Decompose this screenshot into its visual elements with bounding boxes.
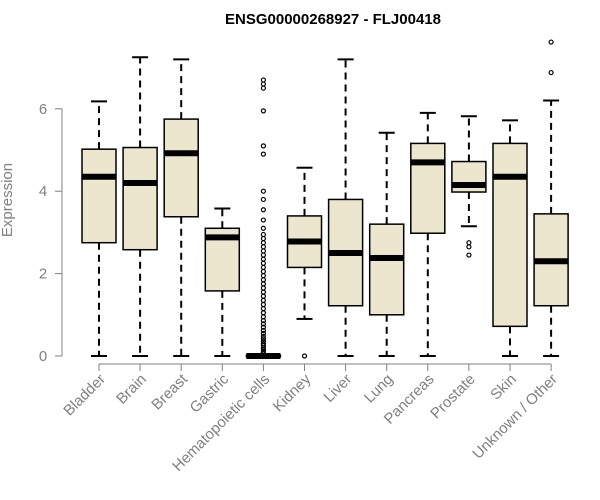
outlier-point (260, 336, 266, 342)
outlier-point (260, 217, 266, 223)
outlier-point (260, 260, 266, 266)
x-tick-label: Breast (148, 370, 191, 413)
box-bladder (81, 100, 117, 357)
box-prostate (451, 115, 487, 258)
outlier-point (260, 289, 266, 295)
outlier-point (260, 231, 266, 238)
outlier-point (466, 240, 472, 246)
box-liver (327, 58, 364, 357)
x-tick-label: Brain (113, 371, 150, 408)
outlier-point (260, 85, 266, 91)
x-tick-label: Lung (361, 371, 397, 407)
outlier-point (260, 225, 266, 231)
x-tick-label: Skin (487, 371, 520, 404)
y-tick-label: 4 (39, 183, 47, 200)
outlier-point (260, 143, 266, 149)
outlier-point (260, 252, 266, 258)
iqr-box (81, 148, 117, 244)
outlier-point (260, 196, 266, 203)
iqr-box (163, 118, 199, 218)
outlier-point (260, 256, 266, 262)
box-unknown-other (533, 39, 569, 357)
outlier-point (260, 297, 266, 303)
outlier-point (260, 240, 266, 246)
outlier-point (260, 333, 266, 339)
x-tick-label: Kidney (270, 370, 315, 415)
outlier-point (260, 277, 266, 283)
box-gastric (204, 207, 241, 357)
iqr-box (410, 142, 446, 234)
outlier-point (260, 338, 266, 344)
box-kidney (286, 166, 323, 359)
box-lung (368, 131, 405, 357)
outlier-point (260, 306, 266, 312)
y-tick-label: 2 (39, 266, 47, 283)
outlier-point (260, 81, 266, 87)
iqr-box (122, 146, 158, 251)
iqr-box (368, 223, 405, 316)
outlier-point (260, 281, 266, 287)
outlier-point (260, 273, 266, 279)
outlier-point (260, 330, 266, 336)
outlier-point (548, 39, 554, 45)
outlier-point (260, 235, 266, 242)
outlier-point (260, 341, 266, 347)
box-skin (492, 119, 528, 357)
outlier-point (260, 264, 266, 271)
outlier-point (260, 285, 266, 291)
outlier-point (466, 244, 472, 250)
outlier-point (260, 327, 266, 334)
chart-title: ENSG00000268927 - FLJ00418 (225, 11, 441, 28)
outlier-point (260, 77, 266, 83)
box-brain (122, 56, 158, 357)
outlier-point (260, 301, 266, 308)
outlier-point (260, 310, 266, 316)
outlier-point (260, 188, 266, 194)
outlier-point (260, 151, 266, 157)
box-hematopoietic-cells (245, 77, 282, 359)
y-tick-label: 0 (39, 348, 47, 365)
box-pancreas (410, 111, 446, 357)
y-tick-label: 6 (39, 101, 47, 118)
outlier-point (260, 244, 266, 250)
box-breast (163, 58, 199, 357)
outlier-point (260, 207, 266, 213)
outlier-point (548, 69, 554, 76)
x-tick-label: Bladder (60, 371, 109, 420)
outlier-point (260, 268, 266, 275)
outlier-point (260, 321, 266, 327)
x-tick-label: Prostate (427, 371, 479, 423)
outlier-point (466, 252, 472, 258)
x-tick-label: Liver (320, 371, 355, 406)
y-axis-label: Expression (0, 163, 16, 237)
outlier-point (260, 108, 266, 114)
boxes-group (81, 39, 569, 359)
outlier-point (260, 293, 266, 299)
outlier-point (260, 248, 266, 254)
iqr-box (492, 142, 528, 328)
outlier-point (260, 324, 266, 330)
outlier-point (301, 353, 308, 359)
